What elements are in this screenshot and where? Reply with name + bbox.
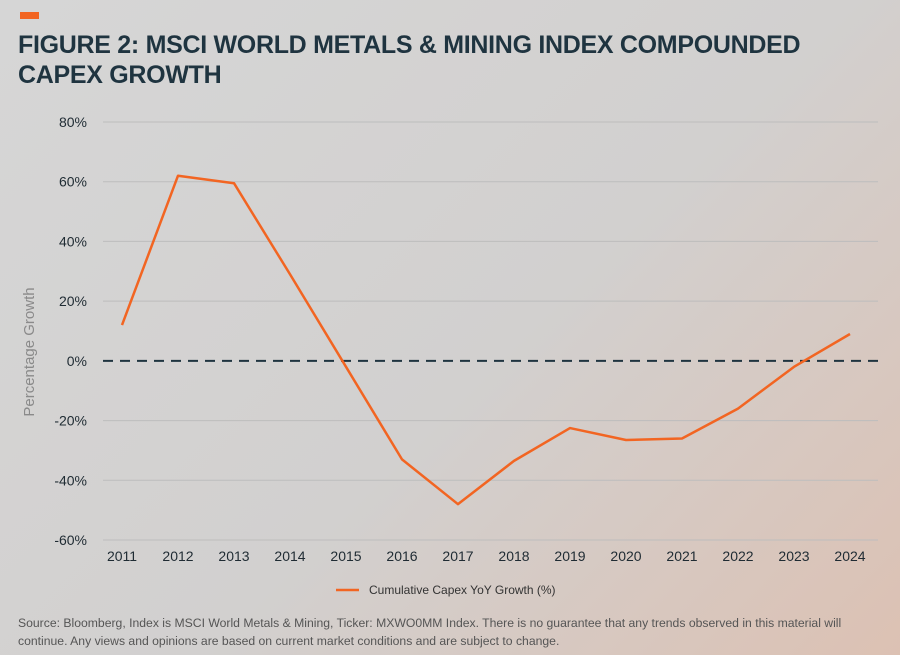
x-tick-label: 2017: [442, 548, 473, 564]
legend-label: Cumulative Capex YoY Growth (%): [369, 583, 556, 597]
x-tick-label: 2016: [386, 548, 417, 564]
y-tick-label: -60%: [54, 532, 87, 548]
x-tick-label: 2022: [722, 548, 753, 564]
x-tick-label: 2019: [554, 548, 585, 564]
chart-title: FIGURE 2: MSCI WORLD METALS & MINING IND…: [18, 31, 801, 89]
x-tick-label: 2021: [666, 548, 697, 564]
x-tick-label: 2012: [162, 548, 193, 564]
y-tick-label: -40%: [54, 472, 87, 488]
y-tick-label: 20%: [59, 293, 87, 309]
grid-lines: [103, 121, 878, 541]
y-tick-label: -20%: [54, 413, 87, 429]
x-tick-label: 2024: [834, 548, 865, 564]
y-axis-tick-labels: 80% 60% 40% 20% 0% -20% -40% -60%: [54, 114, 87, 548]
y-tick-label: 60%: [59, 174, 87, 190]
x-tick-label: 2023: [778, 548, 809, 564]
x-tick-label: 2020: [610, 548, 641, 564]
x-tick-label: 2018: [498, 548, 529, 564]
line-chart: 80%60%40%20%0%-20%-40%-60% 2011 2012 2013 2…: [21, 114, 878, 597]
legend: Cumulative Capex YoY Growth (%): [336, 583, 556, 597]
accent-bar: [20, 12, 39, 19]
x-tick-label: 2014: [274, 548, 305, 564]
x-tick-label: 2013: [218, 548, 249, 564]
y-axis-label: Percentage Growth: [21, 287, 38, 416]
x-axis-tick-labels: 2011 2012 2013 2014 2015 2016 2017 2018 2019 2020…: [107, 548, 866, 564]
x-tick-label: 2015: [330, 548, 361, 564]
source-note: Source: Bloomberg, Index is MSCI World M…: [18, 616, 842, 648]
y-tick-label: 0%: [67, 353, 87, 369]
series-line-cumulative-capex: [120, 174, 851, 506]
y-tick-label: 80%: [59, 114, 87, 130]
y-tick-label: 40%: [59, 233, 87, 249]
x-tick-label: 2011: [107, 548, 137, 564]
